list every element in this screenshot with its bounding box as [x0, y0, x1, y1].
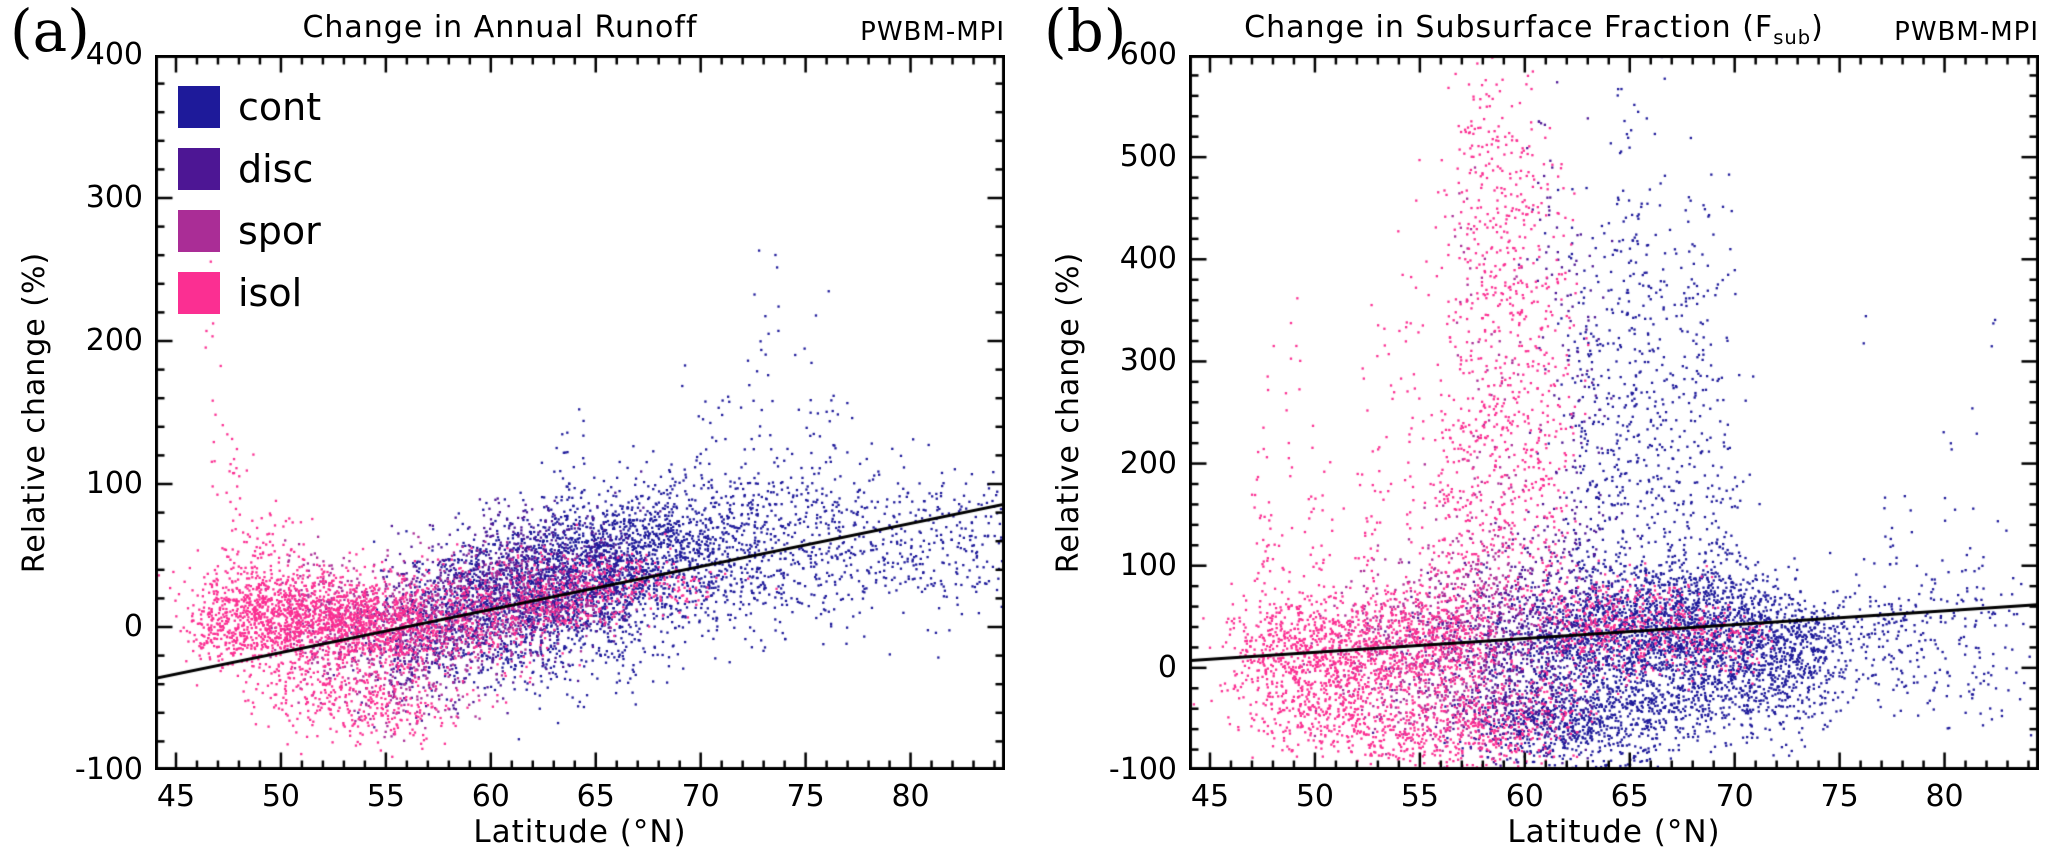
legend-swatch-spor — [178, 210, 220, 252]
panel-b-model-label: PWBM-MPI — [1894, 17, 2039, 47]
x-tick-label: 45 — [1190, 779, 1230, 814]
panel-b-x-axis-label: Latitude (°N) — [1507, 814, 1721, 850]
legend-label-spor: spor — [238, 209, 321, 253]
legend-item-disc: disc — [178, 148, 321, 190]
y-tick-label: -100 — [74, 752, 143, 787]
panel-a-x-axis-label: Latitude (°N) — [473, 814, 687, 850]
y-tick-label: -100 — [1108, 752, 1177, 787]
panel-b-y-axis-label-text: Relative change (%) — [1051, 251, 1087, 574]
y-tick-label: 0 — [1157, 649, 1177, 685]
panel-b-letter: (b) — [1044, 0, 1127, 65]
panel-a-y-axis-label: Relative change (%) — [12, 55, 58, 770]
x-tick-label: 65 — [1610, 779, 1649, 814]
y-tick-label: 200 — [85, 323, 143, 358]
legend-label-disc: disc — [238, 147, 314, 191]
x-tick-label: 70 — [1715, 779, 1754, 814]
legend-swatch-isol — [178, 272, 220, 314]
panel-b-title-text: Change in Subsurface Fraction (F — [1244, 10, 1774, 45]
panel-a-title: Change in Annual Runoff — [155, 10, 845, 49]
legend-item-cont: cont — [178, 86, 321, 128]
x-tick-label: 75 — [1820, 779, 1859, 814]
panel-a: (a) Change in Annual Runoff PWBM-MPI Rel… — [0, 0, 1033, 866]
legend-swatch-disc — [178, 148, 220, 190]
panel-a-letter: (a) — [10, 0, 90, 65]
legend-swatch-cont — [178, 86, 220, 128]
legend-item-spor: spor — [178, 210, 321, 252]
x-tick-label: 60 — [471, 779, 510, 814]
panel-a-scatter-canvas — [155, 55, 1005, 770]
x-tick-label: 60 — [1505, 779, 1544, 814]
legend-label-isol: isol — [238, 271, 303, 315]
legend: cont disc spor isol — [178, 86, 321, 334]
panel-a-model-label: PWBM-MPI — [860, 17, 1005, 47]
x-tick-label: 80 — [1925, 779, 1964, 814]
y-tick-label: 300 — [85, 180, 143, 215]
panel-b-title: Change in Subsurface Fraction (Fsub) — [1189, 10, 1879, 49]
x-tick-label: 55 — [1400, 779, 1439, 814]
panel-a-y-axis-label-text: Relative change (%) — [17, 251, 53, 574]
x-tick-label: 50 — [1295, 779, 1335, 814]
panel-b-title-end: ) — [1811, 10, 1824, 45]
panel-b-scatter-canvas — [1189, 55, 2039, 770]
x-tick-label: 45 — [156, 779, 196, 814]
x-tick-label: 55 — [366, 779, 405, 814]
y-tick-label: 100 — [85, 466, 143, 501]
panel-b-title-subscript: sub — [1773, 26, 1812, 49]
y-tick-label: 100 — [1119, 547, 1177, 583]
x-tick-label: 80 — [891, 779, 930, 814]
y-tick-label: 600 — [1119, 37, 1177, 72]
legend-item-isol: isol — [178, 272, 321, 314]
panel-a-title-text: Change in Annual Runoff — [302, 10, 698, 45]
y-tick-label: 300 — [1119, 343, 1177, 379]
panel-b: (b) Change in Subsurface Fraction (Fsub)… — [1034, 0, 2067, 866]
y-tick-label: 200 — [1119, 445, 1177, 481]
legend-label-cont: cont — [238, 85, 322, 129]
y-tick-label: 500 — [1119, 139, 1177, 175]
x-tick-label: 50 — [261, 779, 301, 814]
y-tick-label: 400 — [1119, 241, 1177, 277]
x-tick-label: 75 — [786, 779, 825, 814]
y-tick-label: 0 — [123, 609, 143, 644]
x-tick-label: 65 — [576, 779, 615, 814]
x-tick-label: 70 — [681, 779, 720, 814]
y-tick-label: 400 — [85, 37, 143, 72]
